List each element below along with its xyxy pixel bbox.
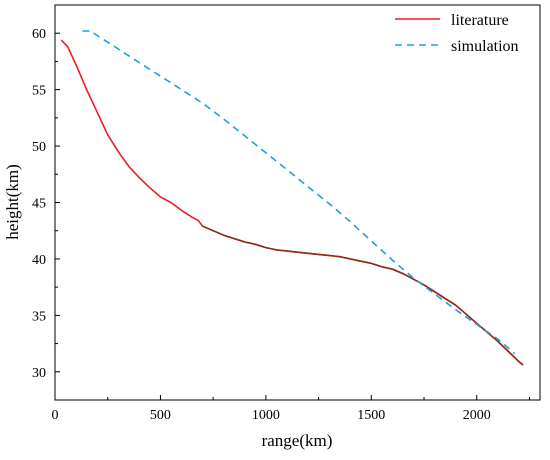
y-tick-label: 30 [32, 366, 46, 381]
x-tick-label: 0 [52, 408, 59, 423]
x-tick-label: 1500 [357, 408, 385, 423]
series-overlay-literature [202, 225, 524, 366]
y-tick-label: 45 [32, 197, 46, 212]
x-tick-label: 1000 [252, 408, 280, 423]
plot-frame [54, 4, 541, 401]
y-axis-label: height(km) [3, 164, 22, 240]
legend-label-literature: literature [451, 12, 509, 29]
x-tick-label: 500 [150, 408, 171, 423]
legend: literature simulation [395, 12, 519, 55]
series-layer [60, 30, 524, 366]
axis-ticks: 0 500 1000 1500 2000 30 35 40 45 50 55 60 [32, 4, 530, 423]
y-tick-label: 40 [32, 253, 46, 268]
y-tick-label: 55 [32, 84, 46, 99]
series-line-simulation [82, 30, 516, 355]
y-tick-label: 50 [32, 140, 46, 155]
y-tick-label: 60 [32, 27, 46, 42]
series-line-literature [60, 39, 524, 366]
y-tick-label: 35 [32, 309, 46, 324]
legend-label-simulation: simulation [451, 38, 519, 55]
x-axis-label: range(km) [262, 431, 333, 450]
x-tick-label: 2000 [463, 408, 491, 423]
